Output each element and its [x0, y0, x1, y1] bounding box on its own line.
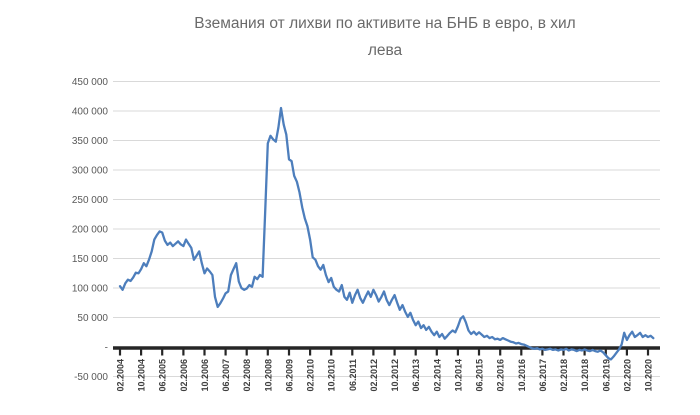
- x-axis-label: 02.2008: [242, 359, 252, 392]
- x-axis-label: 06.2009: [285, 359, 295, 392]
- x-axis-label: 02.2012: [369, 359, 379, 392]
- x-axis-label: 06.2011: [348, 359, 358, 391]
- x-axis-label: 10.2006: [200, 359, 210, 392]
- x-axis-label: 10.2018: [580, 359, 590, 392]
- x-axis-label: 10.2004: [137, 359, 147, 392]
- data-line-series: [118, 106, 655, 361]
- chart-title-line-2: лева: [367, 42, 403, 59]
- x-axis-label: 10.2014: [453, 359, 463, 392]
- x-axis-label: 02.2018: [559, 359, 569, 392]
- y-axis-label: 50 000: [77, 313, 108, 324]
- x-axis-label: 10.2020: [644, 359, 654, 392]
- x-axis-label: 02.2006: [179, 359, 189, 392]
- y-axis-label: 250 000: [72, 195, 109, 206]
- x-axis-label: 10.2016: [517, 359, 527, 392]
- x-axis-label: 06.2019: [601, 359, 611, 392]
- y-axis-label: 200 000: [72, 225, 109, 236]
- x-axis-label: 02.2010: [306, 359, 316, 392]
- y-axis-label: 300 000: [72, 166, 109, 177]
- y-axis-label: 150 000: [72, 254, 109, 265]
- x-axis-label: 02.2004: [116, 359, 126, 392]
- y-axis-label: -50 000: [74, 372, 108, 383]
- x-axis-label: 02.2014: [432, 359, 442, 392]
- x-axis-label: 10.2008: [263, 359, 273, 392]
- x-axis-label: 06.2017: [538, 359, 548, 392]
- x-axis-label: 10.2010: [327, 359, 337, 392]
- y-axis-label: 400 000: [72, 107, 109, 118]
- chart-title-line-1: Вземания от лихви по активите на БНБ в е…: [194, 15, 576, 32]
- y-axis-label: 100 000: [72, 284, 109, 295]
- x-axis-label: 06.2005: [158, 359, 168, 392]
- x-axis-label: 02.2016: [496, 359, 506, 392]
- x-axis-label: 06.2015: [475, 359, 485, 392]
- x-axis-label: 06.2007: [221, 359, 231, 392]
- y-axis-label: -: [105, 343, 108, 354]
- chart-title: Вземания от лихви по активите на БНБ в е…: [70, 10, 700, 64]
- y-axis-label: 450 000: [72, 77, 109, 88]
- x-axis-label: 02.2020: [622, 359, 632, 392]
- y-axis-label: 350 000: [72, 136, 109, 147]
- x-axis-label: 06.2013: [411, 359, 421, 392]
- x-axis-label: 10.2012: [390, 359, 400, 392]
